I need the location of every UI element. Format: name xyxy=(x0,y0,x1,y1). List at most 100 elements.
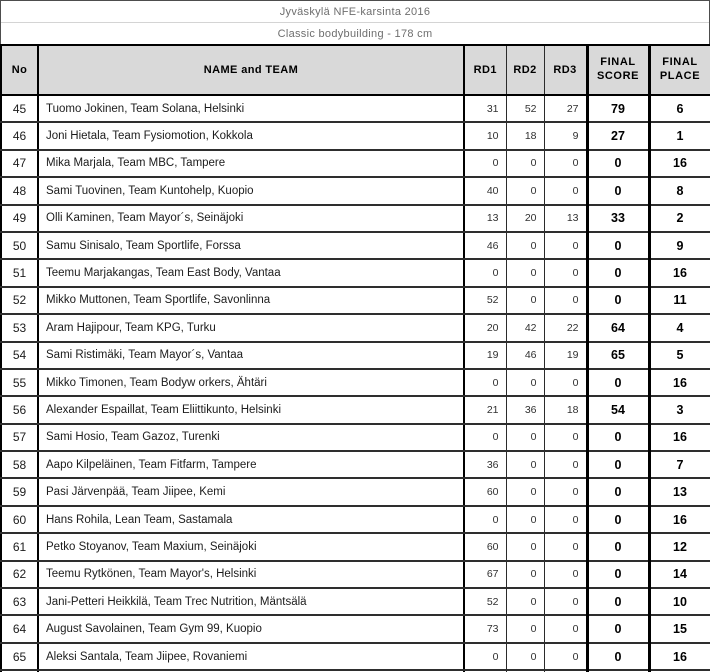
cell-empty xyxy=(464,669,507,672)
cell-name: Tuomo Jokinen, Team Solana, Helsinki xyxy=(38,93,465,124)
column-header-rd2: RD2 xyxy=(506,44,545,96)
cell-final-place: 4 xyxy=(649,313,710,343)
cell-name: Sami Tuovinen, Team Kuntohelp, Kuopio xyxy=(38,176,465,206)
cell-name: Olli Kaminen, Team Mayor´s, Seinäjoki xyxy=(38,203,465,233)
cell-name: Aleksi Santala, Team Jiipee, Rovaniemi xyxy=(38,641,465,672)
cell-no: 60 xyxy=(0,504,39,535)
cell-final-place: 16 xyxy=(649,422,710,453)
cell-final-place: 2 xyxy=(649,203,710,233)
cell-rd3: 0 xyxy=(544,450,589,480)
cell-no: 45 xyxy=(0,93,39,124)
cell-rd3: 0 xyxy=(544,587,589,617)
cell-rd2: 0 xyxy=(506,477,545,507)
cell-rd3: 0 xyxy=(544,230,589,261)
cell-rd2: 0 xyxy=(506,641,545,672)
cell-final-place: 1 xyxy=(649,121,710,151)
cell-rd2: 0 xyxy=(506,422,545,453)
column-header-rd3: RD3 xyxy=(544,44,589,96)
cell-rd2: 0 xyxy=(506,614,545,644)
cell-final-place: 14 xyxy=(649,559,710,590)
cell-final-place: 10 xyxy=(649,587,710,617)
table-row: 52 Mikko Muttonen, Team Sportlife, Savonl… xyxy=(0,285,710,316)
table-row: 48 Sami Tuovinen, Team Kuntohelp, Kuopio 4… xyxy=(0,176,710,206)
cell-final-score: 64 xyxy=(587,313,651,343)
cell-rd1: 46 xyxy=(464,230,507,261)
cell-name: Aram Hajipour, Team KPG, Turku xyxy=(38,313,465,343)
cell-rd2: 20 xyxy=(506,203,545,233)
cell-empty xyxy=(587,669,651,672)
cell-rd2: 42 xyxy=(506,313,545,343)
table-row: 61 Petko Stoyanov, Team Maxium, Seinäjoki… xyxy=(0,532,710,562)
cell-final-place: 16 xyxy=(649,367,710,398)
cell-final-place: 16 xyxy=(649,504,710,535)
table-row: 57 Sami Hosio, Team Gazoz, Turenki 0 0 0 0 16 xyxy=(0,422,710,453)
column-header-final-place: FINAL PLACE xyxy=(649,44,710,96)
cell-final-place: 12 xyxy=(649,532,710,562)
cell-rd1: 36 xyxy=(464,450,507,480)
cell-final-score: 79 xyxy=(587,93,651,124)
cell-rd2: 52 xyxy=(506,93,545,124)
cell-rd2: 0 xyxy=(506,285,545,316)
cell-final-place: 16 xyxy=(649,641,710,672)
cell-no: 47 xyxy=(0,148,39,179)
table-row: 51 Teemu Marjakangas, Team East Body, Van… xyxy=(0,258,710,288)
cell-name: Mikko Muttonen, Team Sportlife, Savonlin… xyxy=(38,285,465,316)
cell-no: 53 xyxy=(0,313,39,343)
cell-no: 65 xyxy=(0,641,39,672)
cell-rd3: 0 xyxy=(544,532,589,562)
header-row: No NAME and TEAM RD1 RD2 RD3 FINAL SCORE… xyxy=(0,44,710,96)
cell-rd1: 21 xyxy=(464,395,507,425)
cell-rd3: 0 xyxy=(544,422,589,453)
cell-no: 57 xyxy=(0,422,39,453)
cell-name: Sami Ristimäki, Team Mayor´s, Vantaa xyxy=(38,340,465,370)
table-row: 55 Mikko Timonen, Team Bodyw orkers, Ähtä… xyxy=(0,367,710,398)
cell-final-score: 54 xyxy=(587,395,651,425)
cell-name: Aapo Kilpeläinen, Team Fitfarm, Tampere xyxy=(38,450,465,480)
cell-final-score: 0 xyxy=(587,285,651,316)
cell-rd1: 13 xyxy=(464,203,507,233)
cell-no: 46 xyxy=(0,121,39,151)
title-divider xyxy=(1,22,709,23)
cell-rd3: 0 xyxy=(544,258,589,288)
cell-rd3: 0 xyxy=(544,367,589,398)
cell-rd1: 10 xyxy=(464,121,507,151)
cell-no: 54 xyxy=(0,340,39,370)
table-row: 65 Aleksi Santala, Team Jiipee, Rovaniemi… xyxy=(0,641,710,672)
cell-final-score: 0 xyxy=(587,450,651,480)
cell-rd1: 67 xyxy=(464,559,507,590)
cell-final-place: 15 xyxy=(649,614,710,644)
cell-final-place: 16 xyxy=(649,148,710,179)
cell-rd2: 0 xyxy=(506,148,545,179)
cell-rd3: 0 xyxy=(544,614,589,644)
cell-final-score: 0 xyxy=(587,641,651,672)
cell-final-score: 0 xyxy=(587,230,651,261)
cell-final-score: 0 xyxy=(587,614,651,644)
cell-rd1: 0 xyxy=(464,641,507,672)
cell-no: 64 xyxy=(0,614,39,644)
cell-rd3: 0 xyxy=(544,148,589,179)
cell-no: 50 xyxy=(0,230,39,261)
cell-name: Jani-Petteri Heikkilä, Team Trec Nutriti… xyxy=(38,587,465,617)
cell-empty xyxy=(0,669,39,672)
cell-rd3: 0 xyxy=(544,559,589,590)
table-row: 54 Sami Ristimäki, Team Mayor´s, Vantaa 19… xyxy=(0,340,710,370)
cell-no: 51 xyxy=(0,258,39,288)
cell-rd1: 52 xyxy=(464,285,507,316)
cell-rd1: 0 xyxy=(464,367,507,398)
column-header-name: NAME and TEAM xyxy=(38,44,465,96)
table-row: 63 Jani-Petteri Heikkilä, Team Trec Nutri… xyxy=(0,587,710,617)
cell-final-score: 0 xyxy=(587,477,651,507)
cell-final-score: 0 xyxy=(587,504,651,535)
cell-empty xyxy=(506,669,545,672)
cell-final-score: 0 xyxy=(587,532,651,562)
cell-final-score: 0 xyxy=(587,176,651,206)
competition-title: Jyväskylä NFE-karsinta 2016 xyxy=(279,5,431,18)
cell-rd3: 27 xyxy=(544,93,589,124)
table-row: 46 Joni Hietala, Team Fysiomotion, Kokkol… xyxy=(0,121,710,151)
cell-rd1: 40 xyxy=(464,176,507,206)
cell-no: 55 xyxy=(0,367,39,398)
cell-rd1: 0 xyxy=(464,258,507,288)
results-table-body: 45 Tuomo Jokinen, Team Solana, Helsinki 31… xyxy=(0,93,710,672)
cell-final-place: 11 xyxy=(649,285,710,316)
cell-rd2: 0 xyxy=(506,230,545,261)
